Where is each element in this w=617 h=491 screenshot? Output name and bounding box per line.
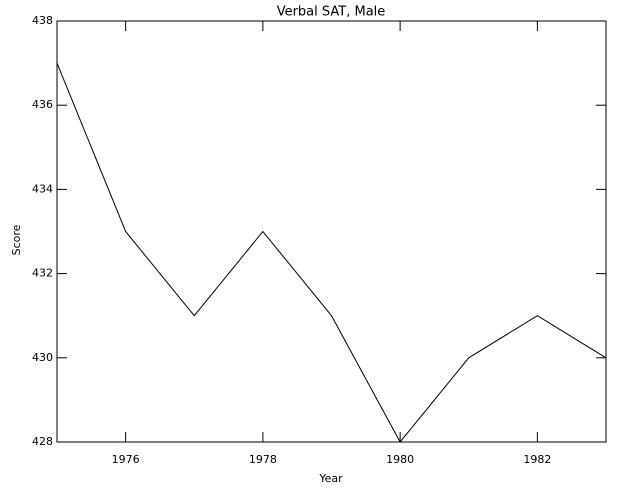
y-tick-label: 436 xyxy=(32,98,53,111)
chart-title: Verbal SAT, Male xyxy=(277,5,386,20)
x-tick-label: 1982 xyxy=(523,453,551,466)
y-tick-label: 428 xyxy=(32,435,53,448)
y-tick-label: 434 xyxy=(32,182,53,195)
plot-frame xyxy=(56,20,607,443)
data-line xyxy=(56,62,607,443)
y-axis-label: Score xyxy=(10,224,23,255)
x-tick-label: 1978 xyxy=(249,453,277,466)
x-tick-label: 1976 xyxy=(112,453,140,466)
x-tick-label: 1980 xyxy=(386,453,414,466)
y-tick-label: 438 xyxy=(32,14,53,27)
x-axis-label: Year xyxy=(318,472,343,485)
y-tick-label: 430 xyxy=(32,351,53,364)
y-tick-label: 432 xyxy=(32,267,53,280)
